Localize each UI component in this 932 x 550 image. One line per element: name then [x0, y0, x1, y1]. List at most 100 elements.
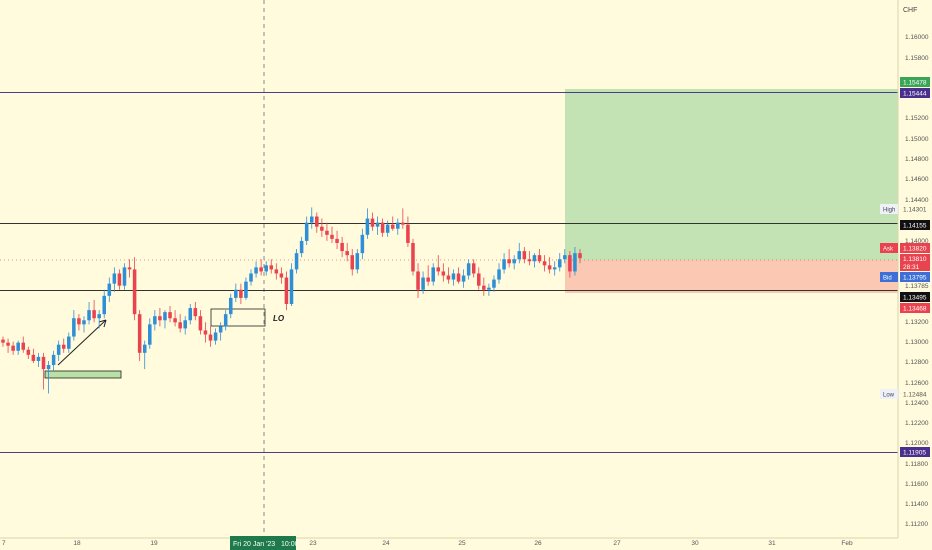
candle-body [406, 224, 410, 243]
candle-body [542, 261, 547, 266]
candle [193, 301, 198, 321]
candle-body [502, 259, 506, 270]
low-value-badge: 1.12484 Low [880, 389, 930, 399]
candle [228, 293, 233, 319]
consolidation-box-right[interactable] [210, 308, 266, 327]
candle [375, 216, 380, 235]
candle [87, 301, 91, 325]
upper-line-badge: 1.15444 [900, 88, 930, 98]
candle [92, 299, 96, 323]
candle-body [471, 263, 476, 274]
support-line-badge: 1.13495 [900, 292, 930, 302]
candle-body [259, 267, 263, 272]
price-tick: 1.13785 [905, 283, 929, 290]
stop-badge: 1.13468 [900, 303, 930, 313]
candle-body [132, 269, 137, 315]
candle [208, 326, 213, 347]
candlestick-series[interactable] [1, 207, 582, 394]
lower-line-badge-value: 1.11905 [903, 450, 926, 457]
upper-line-badge-bg [900, 88, 930, 98]
candle [406, 216, 410, 248]
crosshair-time-badge [230, 536, 296, 550]
countdown-value: 28:31 [903, 264, 920, 271]
price-tick: 1.12600 [905, 380, 929, 387]
candle-body [107, 283, 112, 296]
candle-body [173, 318, 177, 323]
candle [396, 218, 400, 235]
candle [401, 208, 405, 229]
candle [223, 310, 228, 331]
price-axis-ticks: 1.16000 1.15800 1.15200 1.15000 1.14800 1.146… [905, 34, 929, 528]
loss-zone[interactable] [565, 260, 898, 293]
candle-body [163, 312, 167, 321]
price-tick: 1.11400 [905, 501, 928, 508]
candle-body [122, 267, 127, 286]
candle-body [213, 332, 218, 341]
candle [6, 338, 10, 353]
candle-body [127, 267, 132, 270]
price-axis[interactable]: CHF 1.160001.158001.152001.150001.148001… [880, 0, 930, 538]
candle [46, 360, 51, 394]
candle [456, 267, 461, 284]
horizontal-levels[interactable] [0, 92, 898, 453]
candle-body [264, 265, 268, 272]
candle [41, 352, 46, 390]
ask-badge: 1.13820 Ask [880, 243, 930, 253]
support-line-badge-value: 1.13495 [903, 295, 927, 302]
candle-body [153, 316, 157, 325]
candle-body [547, 265, 552, 270]
candle [355, 249, 360, 274]
candle-body [497, 269, 501, 280]
time-tick: 25 [458, 540, 466, 547]
candle-body [51, 354, 56, 366]
candle [517, 242, 522, 264]
annotation-drawings[interactable]: LO [44, 308, 285, 379]
high-value-badge-value: 1.14301 [903, 207, 927, 214]
candle-body [294, 253, 299, 270]
candle-body [239, 289, 243, 298]
candle-body [284, 277, 289, 304]
price-badges: 1.15478 1.15444 1.14301 High 1.14155 1.13820 A… [880, 77, 930, 457]
candle [370, 212, 375, 231]
candle-body [82, 320, 86, 325]
candle [385, 220, 390, 237]
candle-body [223, 314, 228, 327]
price-tick: 1.12400 [905, 400, 929, 407]
candle [26, 346, 31, 359]
candle-body [487, 287, 491, 290]
candle [568, 251, 572, 278]
candle-body [137, 314, 142, 353]
price-tick: 1.13000 [905, 339, 929, 346]
candle [325, 222, 329, 241]
candle [16, 340, 20, 355]
candle-body [330, 234, 334, 239]
support-line-badge-bg [900, 292, 930, 302]
currency-label: CHF [903, 7, 917, 14]
candle-body [41, 356, 46, 370]
crosshair-time-label: Fri 20 Jan '23 10:00 [233, 541, 299, 548]
profit-zone[interactable] [565, 89, 898, 260]
lo-annotation[interactable]: LO [273, 314, 285, 323]
candle [446, 267, 451, 284]
candle-body [522, 251, 527, 260]
time-axis[interactable]: 7 18 19 23 24 25 26 27 30 31 Feb Fri 20 Jan '23 10… [0, 536, 898, 550]
lower-line-badge: 1.11905 [900, 447, 930, 457]
price-tick: 1.11600 [905, 481, 928, 488]
candle [269, 259, 274, 274]
candle [163, 310, 167, 329]
candle-body [208, 334, 213, 341]
candle-body [466, 263, 471, 276]
high-value-badge-tag-bg [880, 204, 898, 214]
trend-arrow[interactable] [57, 319, 107, 366]
candle [350, 249, 355, 276]
bid-badge: 1.13795 Bid [880, 272, 930, 282]
candle [299, 236, 304, 258]
candle [239, 283, 243, 304]
candle-body [396, 222, 400, 229]
candle [461, 269, 466, 288]
candle [218, 322, 223, 341]
candle [542, 255, 547, 272]
consolidation-box-left[interactable] [44, 370, 122, 379]
candle [563, 249, 567, 264]
